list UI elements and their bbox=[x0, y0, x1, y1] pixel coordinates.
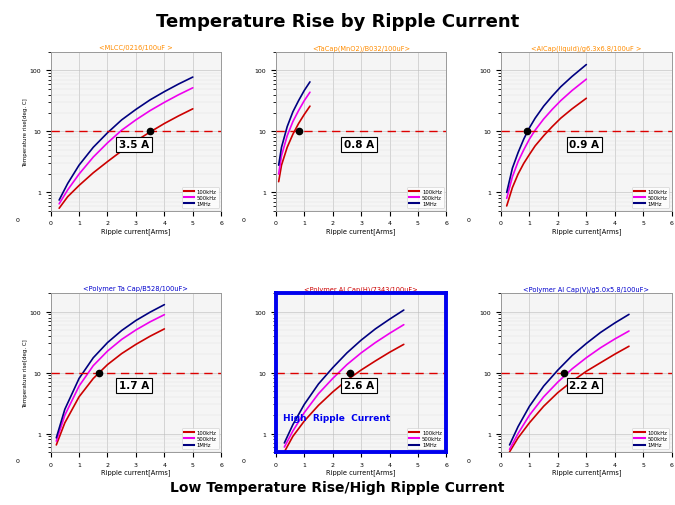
X-axis label: Ripple current[Arms]: Ripple current[Arms] bbox=[327, 469, 396, 476]
Text: 2.6 A: 2.6 A bbox=[344, 381, 374, 391]
Legend: 100kHz, 500kHz, 1MHz: 100kHz, 500kHz, 1MHz bbox=[407, 429, 443, 449]
Text: 0: 0 bbox=[16, 218, 20, 223]
X-axis label: Ripple current[Arms]: Ripple current[Arms] bbox=[551, 469, 621, 476]
Text: 0: 0 bbox=[241, 218, 245, 223]
Title: <Polymer Ta Cap/B528/100uF>: <Polymer Ta Cap/B528/100uF> bbox=[84, 286, 188, 292]
Y-axis label: Temperature rise[deg. C]: Temperature rise[deg. C] bbox=[23, 98, 28, 167]
Title: <MLCC/0216/100uF >: <MLCC/0216/100uF > bbox=[99, 45, 173, 51]
Text: Temperature Rise by Ripple Current: Temperature Rise by Ripple Current bbox=[156, 13, 519, 31]
Legend: 100kHz, 500kHz, 1MHz: 100kHz, 500kHz, 1MHz bbox=[407, 188, 443, 209]
Text: 0: 0 bbox=[241, 459, 245, 463]
Text: 0.9 A: 0.9 A bbox=[569, 140, 599, 150]
X-axis label: Ripple current[Arms]: Ripple current[Arms] bbox=[101, 228, 171, 235]
Text: Low Temperature Rise/High Ripple Current: Low Temperature Rise/High Ripple Current bbox=[170, 480, 505, 494]
Title: <Polymer Al Cap(V)/g5.0x5.8/100uF>: <Polymer Al Cap(V)/g5.0x5.8/100uF> bbox=[523, 286, 649, 292]
Legend: 100kHz, 500kHz, 1MHz: 100kHz, 500kHz, 1MHz bbox=[182, 429, 219, 449]
Legend: 100kHz, 500kHz, 1MHz: 100kHz, 500kHz, 1MHz bbox=[632, 429, 669, 449]
Text: 2.2 A: 2.2 A bbox=[569, 381, 599, 391]
Legend: 100kHz, 500kHz, 1MHz: 100kHz, 500kHz, 1MHz bbox=[182, 188, 219, 209]
Title: <AlCap(liquid)/g6.3x6.8/100uF >: <AlCap(liquid)/g6.3x6.8/100uF > bbox=[531, 45, 641, 52]
X-axis label: Ripple current[Arms]: Ripple current[Arms] bbox=[551, 228, 621, 235]
Title: <TaCap(MnO2)/B032/100uF>: <TaCap(MnO2)/B032/100uF> bbox=[312, 45, 410, 52]
Text: 0: 0 bbox=[466, 459, 470, 463]
X-axis label: Ripple current[Arms]: Ripple current[Arms] bbox=[101, 469, 171, 476]
Legend: 100kHz, 500kHz, 1MHz: 100kHz, 500kHz, 1MHz bbox=[632, 188, 669, 209]
Title: <Polymer Al Cap(H)/7343/100uF>: <Polymer Al Cap(H)/7343/100uF> bbox=[304, 286, 418, 292]
Text: 0: 0 bbox=[466, 218, 470, 223]
Text: High  Ripple  Current: High Ripple Current bbox=[283, 413, 390, 422]
Text: 0.8 A: 0.8 A bbox=[344, 140, 374, 150]
Y-axis label: Temperature rise[deg. C]: Temperature rise[deg. C] bbox=[23, 338, 28, 407]
Text: 1.7 A: 1.7 A bbox=[119, 381, 149, 391]
Text: 3.5 A: 3.5 A bbox=[119, 140, 149, 150]
X-axis label: Ripple current[Arms]: Ripple current[Arms] bbox=[327, 228, 396, 235]
Text: 0: 0 bbox=[16, 459, 20, 463]
